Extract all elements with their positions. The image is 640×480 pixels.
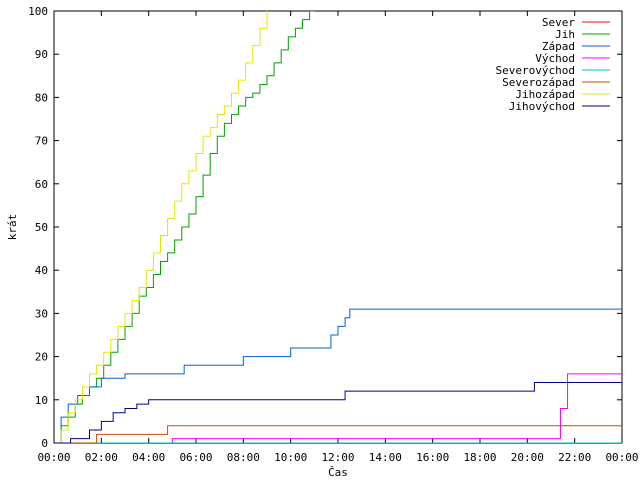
series-line-severozapad [54,425,622,443]
y-tick-label: 90 [35,48,48,61]
y-tick-label: 30 [35,307,48,320]
series-line-jihovychod [54,382,622,443]
axis-ticks: 0 10 20 30 40 50 60 70 80 90 100 00:00 02:00 04:00 06:… [28,5,638,464]
y-tick-label: 40 [35,264,48,277]
y-tick-label: 60 [35,178,48,191]
x-tick-label: 20:00 [511,451,544,464]
y-tick-label: 70 [35,135,48,148]
y-tick-label: 100 [28,5,48,18]
x-tick-label: 00:00 [37,451,70,464]
series-line-zapad [54,308,622,443]
legend-label-sever: Sever [542,16,575,29]
legend-label-zapad: Západ [542,40,575,53]
legend-label-jih: Jih [555,28,575,41]
legend-label-severovychod: Severovýchod [496,64,575,77]
x-tick-label: 22:00 [558,451,591,464]
x-axis-label: Čas [328,466,348,479]
y-axis-label: krát [6,214,19,241]
x-tick-label: 06:00 [179,451,212,464]
x-tick-label: 00:00 [605,451,638,464]
legend: SeverJihZápadVýchodSeverovýchodSeverozáp… [496,16,610,113]
x-tick-label: 08:00 [227,451,260,464]
x-tick-label: 04:00 [132,451,165,464]
legend-label-jihovychod: Jihovýchod [509,100,575,113]
y-tick-label: 10 [35,394,48,407]
legend-label-jihozapad: Jihozápad [515,88,575,101]
y-tick-label: 50 [35,221,48,234]
x-tick-label: 12:00 [321,451,354,464]
x-tick-label: 16:00 [416,451,449,464]
series-line-jih [54,11,315,443]
series-line-jihozapad [54,11,268,443]
x-tick-label: 10:00 [274,451,307,464]
y-tick-label: 0 [41,437,48,450]
x-tick-label: 02:00 [85,451,118,464]
x-tick-label: 18:00 [463,451,496,464]
series-lines [54,11,622,443]
legend-label-vychod: Východ [535,52,575,65]
x-tick-label: 14:00 [369,451,402,464]
legend-label-severozapad: Severozápad [502,76,575,89]
series-line-vychod [54,373,622,443]
y-tick-label: 20 [35,351,48,364]
y-tick-label: 80 [35,91,48,104]
